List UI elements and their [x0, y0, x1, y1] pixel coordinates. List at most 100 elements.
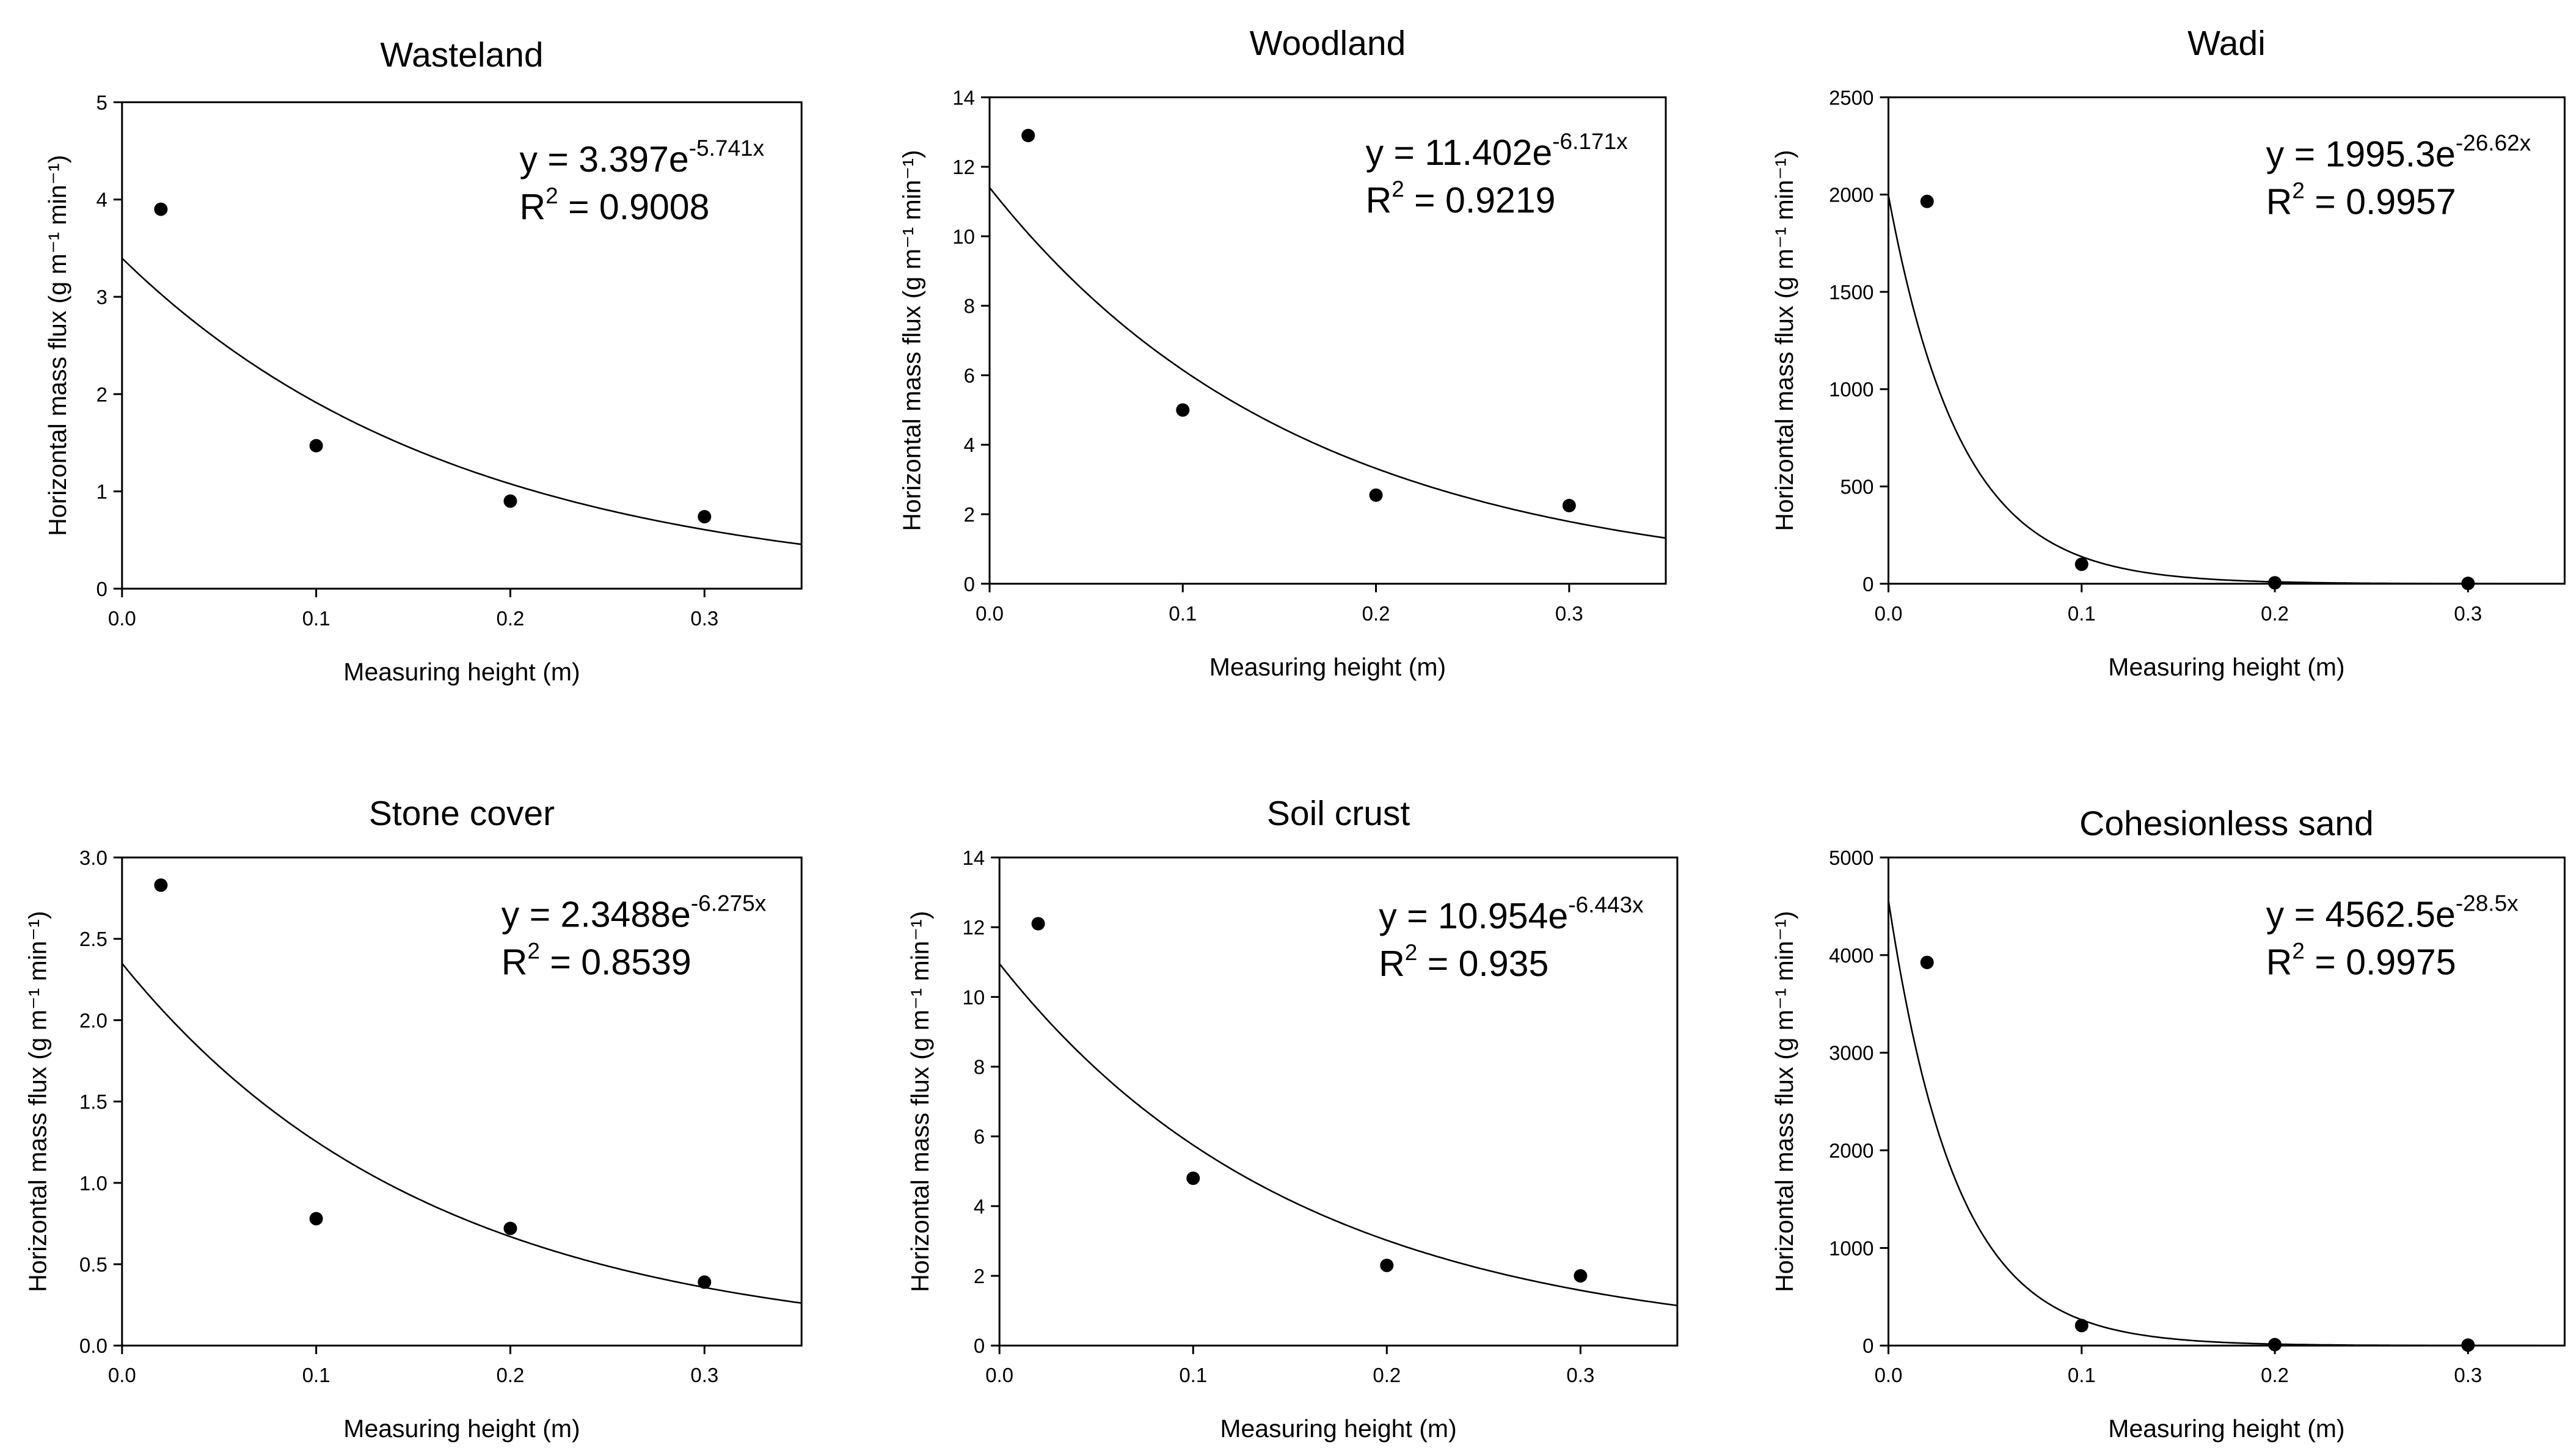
- data-point: [1562, 498, 1576, 512]
- x-axis-label: Measuring height (m): [343, 658, 580, 686]
- equation-base: y = 11.402e: [1366, 133, 1553, 173]
- y-tick-label: 4: [96, 189, 107, 211]
- y-tick-label: 6: [974, 1126, 985, 1148]
- chart-woodland: Woodland 0.0 0.1 0.2 0.3 0 2 4 6 8 10 12 14 Measuring…: [898, 24, 1667, 681]
- y-tick-label: 14: [962, 846, 985, 869]
- y-tick-label: 3.0: [79, 846, 108, 869]
- y-tick-label: 2000: [1829, 1140, 1873, 1162]
- data-point: [2461, 577, 2475, 591]
- data-point: [1176, 403, 1190, 417]
- equation-exponent: -26.62x: [2456, 131, 2531, 156]
- equation-exponent: -5.741x: [689, 136, 765, 161]
- y-tick-label: 2.0: [79, 1009, 108, 1032]
- plot-frame: [1888, 856, 2566, 1347]
- y-tick-label: 8: [974, 1056, 985, 1079]
- fit-curve: [988, 187, 1666, 539]
- data-point: [309, 439, 323, 453]
- equation-base: y = 10.954e: [1379, 896, 1568, 936]
- data-point: [2074, 1319, 2088, 1333]
- y-tick-label: 4: [974, 1195, 985, 1218]
- r-squared-superscript: 2: [2292, 938, 2305, 963]
- y-tick-label: 1.0: [79, 1172, 108, 1195]
- x-tick-label: 0.3: [690, 1364, 718, 1386]
- data-point: [1021, 128, 1035, 142]
- r-squared-value: = 0.9975: [2305, 942, 2456, 982]
- y-tick-label: 2: [964, 503, 975, 526]
- chart-title: Wasteland: [380, 35, 543, 75]
- r-squared-superscript: 2: [2292, 178, 2305, 203]
- y-tick-label: 12: [962, 916, 985, 939]
- chart-title: Woodland: [1250, 24, 1406, 63]
- y-tick-label: 2000: [1829, 184, 1873, 206]
- r-squared-label: R: [1366, 180, 1392, 220]
- y-axis-label: Horizontal mass flux (g m⁻¹ min⁻¹): [1770, 911, 1798, 1292]
- y-tick-label: 3000: [1829, 1042, 1873, 1065]
- x-tick-label: 0.0: [985, 1364, 1013, 1386]
- data-point: [2268, 576, 2282, 590]
- x-tick-label: 0.3: [2454, 602, 2482, 625]
- x-axis-label: Measuring height (m): [1220, 1414, 1456, 1443]
- data-point: [1186, 1171, 1200, 1185]
- y-tick-label: 4000: [1829, 944, 1873, 967]
- x-axis-label: Measuring height (m): [2108, 1414, 2344, 1443]
- y-tick-label: 0: [964, 573, 975, 595]
- chart-wadi: Wadi 0.0 0.1 0.2 0.3 0 500 1000 1500 2000 2500 Meas…: [1770, 24, 2566, 681]
- x-tick-label: 0.3: [690, 607, 718, 630]
- chart-wasteland: Wasteland 0.0 0.1 0.2 0.3 0 1 2 3 4 5 Measuring hei…: [43, 35, 803, 686]
- chart-title: Soil crust: [1267, 794, 1410, 833]
- y-tick-label: 5000: [1829, 846, 1873, 869]
- data-point: [698, 1275, 712, 1289]
- x-tick-label: 0.1: [302, 607, 330, 630]
- r-squared: R2 = 0.9008: [520, 183, 710, 227]
- fit-equation: y = 3.397e-5.741x: [520, 136, 765, 180]
- y-tick-label: 2500: [1829, 86, 1873, 109]
- fit-equation: y = 4562.5e-28.5x: [2266, 890, 2519, 934]
- r-squared-label: R: [1379, 944, 1405, 984]
- x-tick-label: 0.2: [2261, 1364, 2289, 1386]
- y-tick-label: 6: [964, 364, 975, 387]
- y-axis-label: Horizontal mass flux (g m⁻¹ min⁻¹): [24, 911, 52, 1292]
- y-tick-label: 10: [962, 986, 985, 1008]
- chart-stone-cover: Stone cover 0.0 0.1 0.2 0.3 0.0 0.5 1.0 1.5 2.0 2.…: [24, 794, 803, 1443]
- y-tick-label: 0: [1862, 1334, 1873, 1357]
- x-tick-label: 0.0: [976, 602, 1004, 625]
- r-squared-superscript: 2: [1392, 177, 1404, 202]
- fit-curve: [121, 963, 802, 1304]
- y-tick-label: 1000: [1829, 378, 1873, 401]
- fit-equation: y = 10.954e-6.443x: [1379, 892, 1644, 936]
- y-tick-label: 0: [1862, 573, 1873, 595]
- y-tick-label: 1.5: [79, 1091, 108, 1113]
- chart-soil-crust: Soil crust 0.0 0.1 0.2 0.3 0 2 4 6 8 10 12 14 Measuri…: [906, 794, 1679, 1443]
- x-tick-label: 0.1: [1179, 1364, 1207, 1386]
- r-squared-superscript: 2: [545, 183, 558, 208]
- x-tick-label: 0.0: [1875, 1364, 1903, 1386]
- equation-base: y = 4562.5e: [2266, 894, 2456, 934]
- equation-base: y = 2.3488e: [502, 894, 691, 934]
- fit-curve: [999, 963, 1678, 1306]
- plot-frame: [121, 101, 803, 590]
- data-point: [698, 510, 712, 524]
- x-tick-label: 0.0: [108, 1364, 136, 1386]
- plot-frame: [121, 856, 803, 1347]
- data-point: [1920, 955, 1934, 969]
- x-tick-label: 0.2: [1362, 602, 1390, 625]
- r-squared-label: R: [2266, 942, 2293, 982]
- x-tick-label: 0.0: [1875, 602, 1903, 625]
- r-squared-value: = 0.9219: [1404, 180, 1556, 220]
- data-point: [1369, 488, 1383, 502]
- fit-curve: [1888, 195, 2565, 585]
- y-tick-label: 0: [974, 1334, 985, 1357]
- fit-curve: [121, 257, 802, 545]
- y-tick-label: 1500: [1829, 281, 1873, 304]
- y-tick-label: 3: [96, 286, 107, 308]
- x-axis-label: Measuring height (m): [1209, 653, 1446, 681]
- data-point: [2268, 1338, 2282, 1352]
- y-tick-label: 1: [96, 481, 107, 503]
- x-tick-label: 0.2: [2261, 602, 2289, 625]
- equation-exponent: -6.275x: [691, 890, 767, 915]
- y-axis-label: Horizontal mass flux (g m⁻¹ min⁻¹): [43, 155, 71, 536]
- data-point: [1574, 1269, 1588, 1283]
- r-squared-superscript: 2: [527, 938, 540, 963]
